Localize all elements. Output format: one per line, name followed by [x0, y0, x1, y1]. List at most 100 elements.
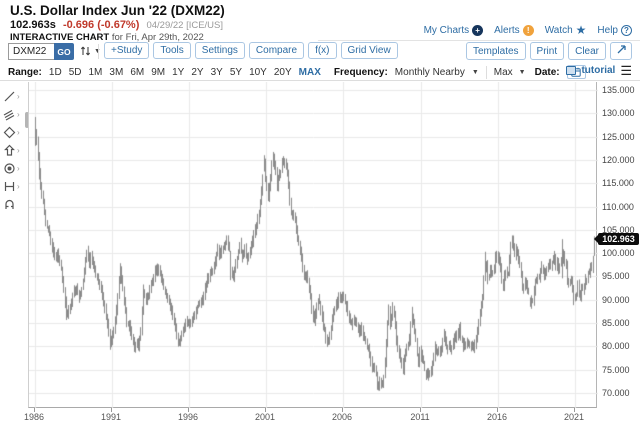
- x-axis-tick: [574, 408, 575, 412]
- x-axis-tick: [420, 408, 421, 412]
- x-axis-tick: [188, 408, 189, 412]
- y-axis-label: 75.000: [602, 364, 630, 375]
- page-subtitle: INTERACTIVE CHART for Fri, Apr 29th, 202…: [10, 32, 204, 43]
- tutorial-icon: [566, 66, 577, 75]
- symbol-search-group: GO: [8, 43, 74, 60]
- range-item-3m[interactable]: 3M: [109, 66, 124, 78]
- header-link-alerts[interactable]: Alerts!: [494, 25, 534, 36]
- star-icon: ★: [575, 23, 587, 37]
- subtitle-rest: for Fri, Apr 29th, 2022: [109, 32, 204, 43]
- y-axis-label: 90.000: [602, 294, 630, 305]
- x-axis-label: 2001: [254, 412, 276, 422]
- toolbar-button-fx[interactable]: f(x): [308, 42, 337, 59]
- tool-shapes[interactable]: ›: [3, 123, 25, 141]
- go-button[interactable]: GO: [54, 43, 74, 60]
- tool-parallel-lines[interactable]: ›: [3, 105, 25, 123]
- price-series-canvas[interactable]: [29, 82, 598, 408]
- x-axis-label: 2011: [410, 412, 430, 422]
- parallel-lines-icon: [3, 109, 15, 121]
- y-axis-label: 130.000: [602, 108, 635, 119]
- chevron-down-icon: ▼: [518, 68, 526, 76]
- date-label: Date:: [534, 66, 560, 78]
- submenu-chevron-icon: ›: [17, 163, 20, 173]
- y-axis-label: 80.000: [602, 341, 630, 352]
- chart-plot-area[interactable]: [28, 82, 598, 408]
- range-item-9m[interactable]: 9M: [151, 66, 166, 78]
- symbol-input[interactable]: [8, 43, 54, 60]
- range-item-20y[interactable]: 20Y: [273, 66, 292, 78]
- trendline-icon: [4, 91, 15, 101]
- last-price-badge: 102.963: [594, 233, 639, 245]
- toolbar-button-compare[interactable]: Compare: [248, 42, 305, 59]
- page-title: U.S. Dollar Index Jun '22 (DXM22): [10, 3, 225, 18]
- period-value: Max: [493, 66, 513, 78]
- x-axis-tick: [497, 408, 498, 412]
- toolbar-separator: [98, 44, 99, 59]
- x-axis-label: 2021: [563, 412, 585, 422]
- range-item-5y[interactable]: 5Y: [229, 66, 243, 78]
- toolbar-button-templates[interactable]: Templates: [465, 42, 526, 60]
- hamburger-menu-icon[interactable]: ☰: [620, 62, 632, 78]
- subtitle-bold: INTERACTIVE CHART: [10, 32, 110, 43]
- y-axis-label: 125.000: [602, 131, 635, 142]
- tool-target[interactable]: ›: [3, 159, 25, 177]
- frequency-label: Frequency:: [333, 66, 388, 78]
- header-link-watch[interactable]: Watch ★: [545, 23, 587, 37]
- header-link-my-charts[interactable]: My Charts +: [424, 25, 484, 36]
- bar-type-picker[interactable]: ▼: [80, 45, 101, 57]
- shapes-icon: [3, 126, 16, 138]
- bar-type-picker-icon: [80, 46, 91, 56]
- y-axis-label: 70.000: [602, 388, 630, 399]
- frequency-select[interactable]: Monthly Nearby ▼: [395, 67, 479, 78]
- y-axis-label: 95.000: [602, 271, 630, 282]
- toolbar-button-settings[interactable]: Settings: [194, 42, 245, 59]
- range-item-1y[interactable]: 1Y: [172, 66, 185, 78]
- period-select[interactable]: Max ▼: [494, 67, 526, 78]
- range-separator: [485, 65, 487, 79]
- tool-magnet[interactable]: [3, 195, 25, 213]
- header-links: My Charts + Alerts! Watch ★ Help?: [424, 23, 632, 37]
- y-axis-label: 115.000: [602, 178, 634, 189]
- arrow-annotation-icon: [4, 144, 15, 156]
- range-item-10y[interactable]: 10Y: [249, 66, 267, 78]
- expand-icon[interactable]: [610, 42, 632, 60]
- tutorial-link[interactable]: tutorial: [581, 65, 616, 76]
- chevron-down-icon: ▼: [94, 48, 101, 55]
- toolbar-button-gridview[interactable]: Grid View: [340, 42, 398, 59]
- x-axis-label: 1996: [177, 412, 199, 422]
- range-item-3y[interactable]: 3Y: [210, 66, 223, 78]
- question-circle-icon: ?: [621, 25, 632, 36]
- submenu-chevron-icon: ›: [17, 91, 20, 101]
- tool-trendline[interactable]: ›: [3, 87, 25, 105]
- submenu-chevron-icon: ›: [17, 145, 20, 155]
- alert-circle-icon: !: [522, 25, 534, 36]
- toolbar-button-tools[interactable]: Tools: [153, 42, 191, 59]
- toolbar-button-study[interactable]: +Study: [104, 42, 150, 59]
- frequency-value: Monthly Nearby: [394, 66, 465, 78]
- panel-collapse-handle[interactable]: [25, 112, 29, 128]
- range-item-6m[interactable]: 6M: [130, 66, 145, 78]
- range-item-2y[interactable]: 2Y: [191, 66, 204, 78]
- toolbar-button-print[interactable]: Print: [529, 42, 565, 60]
- price-change: -0.696 (-0.67%): [62, 19, 140, 31]
- header-link-help[interactable]: Help?: [597, 25, 632, 36]
- range-item-5d[interactable]: 5D: [68, 66, 82, 78]
- tool-arrow-annotation[interactable]: ›: [3, 141, 25, 159]
- y-axis-label: 85.000: [602, 318, 630, 329]
- x-axis-label: 1986: [23, 412, 45, 422]
- header-divider: [318, 40, 640, 41]
- range-item-max[interactable]: MAX: [298, 66, 321, 78]
- header-link-label: Help: [597, 25, 618, 36]
- tool-measure[interactable]: ›: [3, 177, 25, 195]
- toolbar-button-clear[interactable]: Clear: [568, 42, 606, 60]
- y-axis-label: 135.000: [602, 84, 635, 95]
- header-link-label: My Charts: [423, 25, 470, 36]
- range-item-1m[interactable]: 1M: [88, 66, 103, 78]
- range-item-1d[interactable]: 1D: [48, 66, 62, 78]
- x-axis-label: 2016: [486, 412, 508, 422]
- range-controls: Range: 1D 5D 1M 3M 6M 9M 1Y 2Y 3Y 5Y 10Y 20Y MAX Fre…: [8, 65, 586, 79]
- chart-toolbar: GO ▼ +StudyToolsSettingsComparef(x)Grid …: [0, 42, 640, 62]
- x-axis-label: 1991: [100, 412, 122, 422]
- submenu-chevron-icon: ›: [17, 127, 20, 137]
